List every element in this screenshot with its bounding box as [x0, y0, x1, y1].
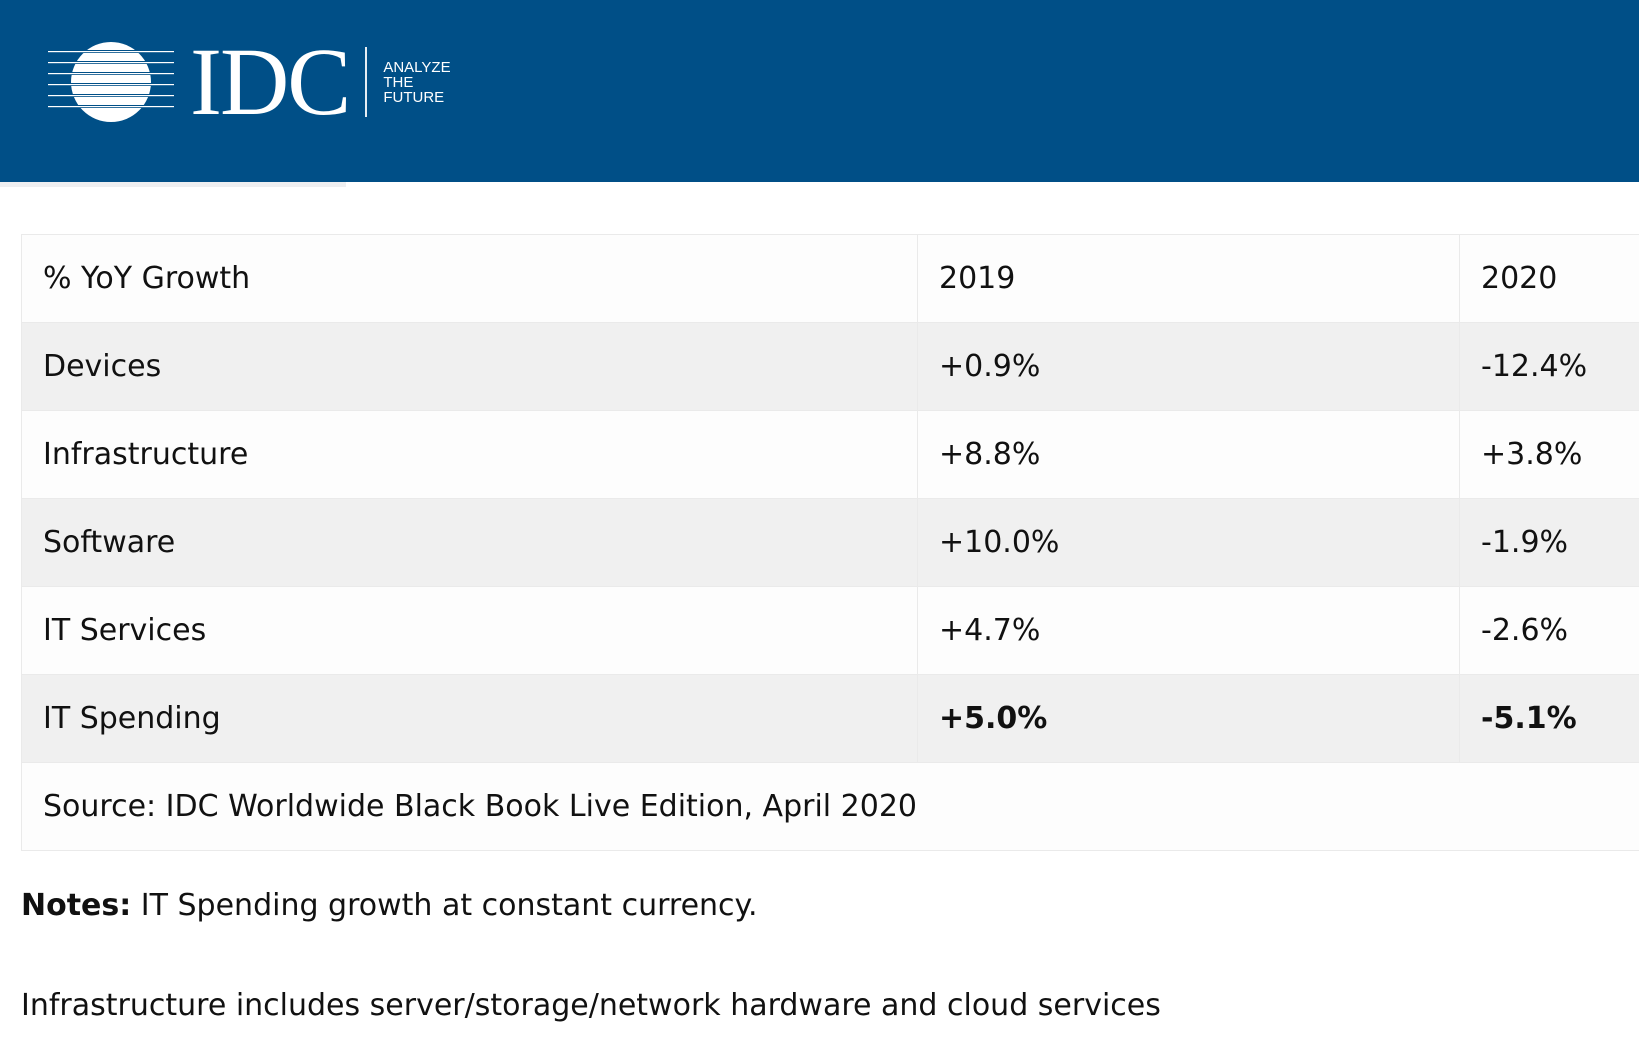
cell-2020: +3.8% — [1459, 410, 1639, 499]
infrastructure-note: Infrastructure includes server/storage/n… — [21, 988, 1161, 1023]
table-source: Source: IDC Worldwide Black Book Live Ed… — [21, 762, 1639, 851]
table-row: IT Services +4.7% -2.6% — [21, 586, 1639, 675]
table-row: Devices +0.9% -12.4% — [21, 322, 1639, 411]
cell-2019: +10.0% — [917, 498, 1460, 587]
cell-2019: +8.8% — [917, 410, 1460, 499]
row-label: Software — [21, 498, 918, 587]
idc-globe-icon — [48, 42, 174, 122]
cell-2020: -1.9% — [1459, 498, 1639, 587]
row-label: Devices — [21, 322, 918, 411]
tagline-line: ANALYZE — [383, 58, 451, 76]
cell-2020: -5.1% — [1459, 674, 1639, 763]
table-header-row: % YoY Growth 2019 2020 — [21, 234, 1639, 323]
row-label: IT Services — [21, 586, 918, 675]
tagline-line: THE — [383, 73, 414, 91]
notes-text: IT Spending growth at constant currency. — [131, 888, 758, 923]
cell-2019: +5.0% — [917, 674, 1460, 763]
idc-logo[interactable]: IDC ANALYZE THE FUTURE — [48, 28, 451, 135]
column-header: % YoY Growth — [21, 234, 918, 323]
column-header: 2020 — [1459, 234, 1639, 323]
logo-tagline: ANALYZE THE FUTURE — [383, 60, 450, 105]
cell-2020: -12.4% — [1459, 322, 1639, 411]
row-label: Infrastructure — [21, 410, 918, 499]
row-label: IT Spending — [21, 674, 918, 763]
header-underbar — [0, 182, 346, 187]
notes: Notes: IT Spending growth at constant cu… — [21, 888, 758, 923]
notes-label: Notes: — [21, 888, 132, 923]
it-spending-growth-table: % YoY Growth 2019 2020 Devices +0.9% -12… — [21, 234, 1639, 851]
table-row: Software +10.0% -1.9% — [21, 498, 1639, 587]
table-source-row: Source: IDC Worldwide Black Book Live Ed… — [21, 762, 1639, 851]
cell-2019: +4.7% — [917, 586, 1460, 675]
cell-2019: +0.9% — [917, 322, 1460, 411]
cell-2020: -2.6% — [1459, 586, 1639, 675]
site-header: IDC ANALYZE THE FUTURE — [0, 0, 1639, 182]
logo-wordmark: IDC — [190, 28, 351, 135]
table-row-total: IT Spending +5.0% -5.1% — [21, 674, 1639, 763]
logo-divider — [365, 47, 368, 117]
table-row: Infrastructure +8.8% +3.8% — [21, 410, 1639, 499]
tagline-line: FUTURE — [383, 88, 445, 106]
column-header: 2019 — [917, 234, 1460, 323]
